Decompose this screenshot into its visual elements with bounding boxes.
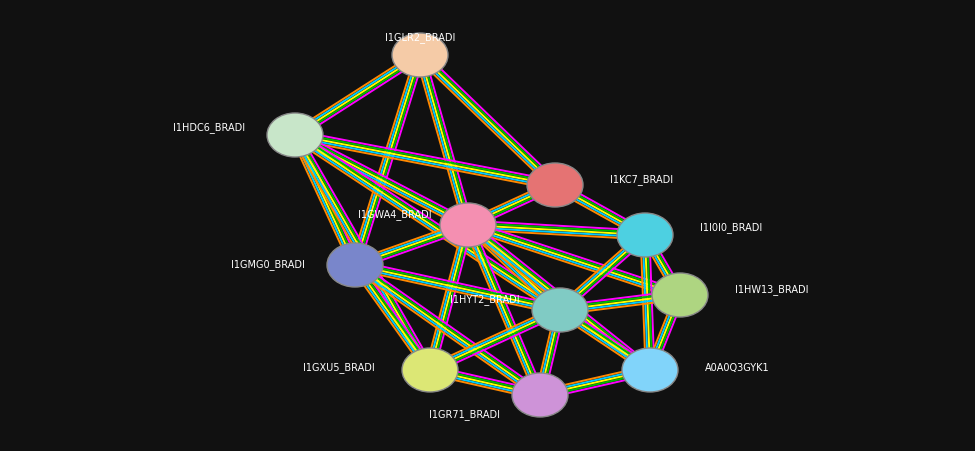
Text: I1GXU5_BRADI: I1GXU5_BRADI (303, 363, 375, 373)
Ellipse shape (617, 213, 673, 257)
Text: I1HYT2_BRADI: I1HYT2_BRADI (450, 295, 520, 305)
Text: I1GWA4_BRADI: I1GWA4_BRADI (359, 210, 432, 221)
Text: I1GLR2_BRADI: I1GLR2_BRADI (385, 32, 455, 43)
Text: I1GMG0_BRADI: I1GMG0_BRADI (231, 259, 305, 271)
Text: I1I0I0_BRADI: I1I0I0_BRADI (700, 222, 762, 234)
Ellipse shape (402, 348, 458, 392)
Ellipse shape (532, 288, 588, 332)
Text: I1GR71_BRADI: I1GR71_BRADI (429, 410, 500, 420)
Text: I1HDC6_BRADI: I1HDC6_BRADI (173, 123, 245, 133)
Text: A0A0Q3GYK1: A0A0Q3GYK1 (705, 363, 769, 373)
Ellipse shape (440, 203, 496, 247)
Ellipse shape (327, 243, 383, 287)
Ellipse shape (512, 373, 568, 417)
Text: I1KC7_BRADI: I1KC7_BRADI (610, 175, 673, 185)
Ellipse shape (267, 113, 323, 157)
Ellipse shape (527, 163, 583, 207)
Ellipse shape (392, 33, 448, 77)
Ellipse shape (622, 348, 678, 392)
Text: I1HW13_BRADI: I1HW13_BRADI (735, 285, 808, 295)
Ellipse shape (652, 273, 708, 317)
